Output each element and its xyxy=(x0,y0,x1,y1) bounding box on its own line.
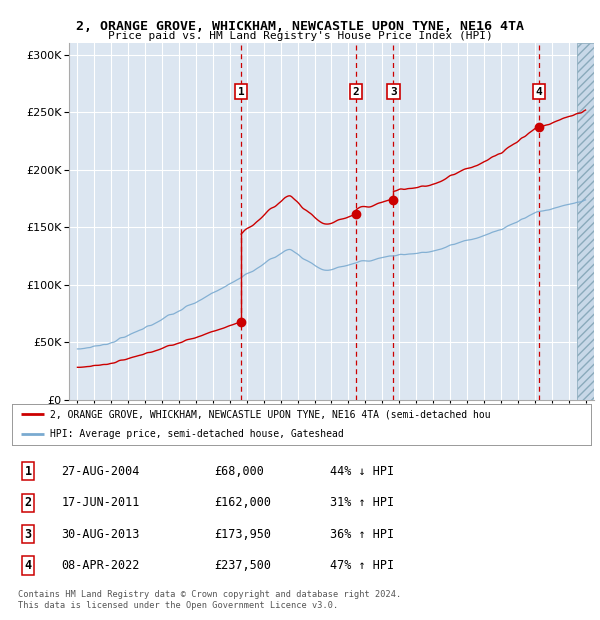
Text: 36% ↑ HPI: 36% ↑ HPI xyxy=(331,528,395,541)
Text: 08-APR-2022: 08-APR-2022 xyxy=(61,559,140,572)
Text: 1: 1 xyxy=(238,87,244,97)
Text: 4: 4 xyxy=(536,87,542,97)
Text: 17-JUN-2011: 17-JUN-2011 xyxy=(61,496,140,509)
Bar xyxy=(577,43,594,400)
Text: Contains HM Land Registry data © Crown copyright and database right 2024.
This d: Contains HM Land Registry data © Crown c… xyxy=(18,590,401,609)
Text: 2, ORANGE GROVE, WHICKHAM, NEWCASTLE UPON TYNE, NE16 4TA (semi-detached hou: 2, ORANGE GROVE, WHICKHAM, NEWCASTLE UPO… xyxy=(50,409,490,419)
Text: 44% ↓ HPI: 44% ↓ HPI xyxy=(331,465,395,478)
Text: 27-AUG-2004: 27-AUG-2004 xyxy=(61,465,140,478)
Text: Price paid vs. HM Land Registry's House Price Index (HPI): Price paid vs. HM Land Registry's House … xyxy=(107,31,493,41)
Text: 1: 1 xyxy=(25,465,32,478)
Text: £173,950: £173,950 xyxy=(215,528,272,541)
Bar xyxy=(577,43,594,400)
Text: HPI: Average price, semi-detached house, Gateshead: HPI: Average price, semi-detached house,… xyxy=(50,430,343,440)
Text: 31% ↑ HPI: 31% ↑ HPI xyxy=(331,496,395,509)
Text: 2: 2 xyxy=(25,496,32,509)
Text: 2, ORANGE GROVE, WHICKHAM, NEWCASTLE UPON TYNE, NE16 4TA: 2, ORANGE GROVE, WHICKHAM, NEWCASTLE UPO… xyxy=(76,20,524,33)
Text: £162,000: £162,000 xyxy=(215,496,272,509)
Text: 4: 4 xyxy=(25,559,32,572)
Text: £68,000: £68,000 xyxy=(215,465,265,478)
Text: 30-AUG-2013: 30-AUG-2013 xyxy=(61,528,140,541)
Text: 47% ↑ HPI: 47% ↑ HPI xyxy=(331,559,395,572)
Text: 3: 3 xyxy=(390,87,397,97)
Text: 2: 2 xyxy=(353,87,359,97)
Text: 3: 3 xyxy=(25,528,32,541)
Text: £237,500: £237,500 xyxy=(215,559,272,572)
